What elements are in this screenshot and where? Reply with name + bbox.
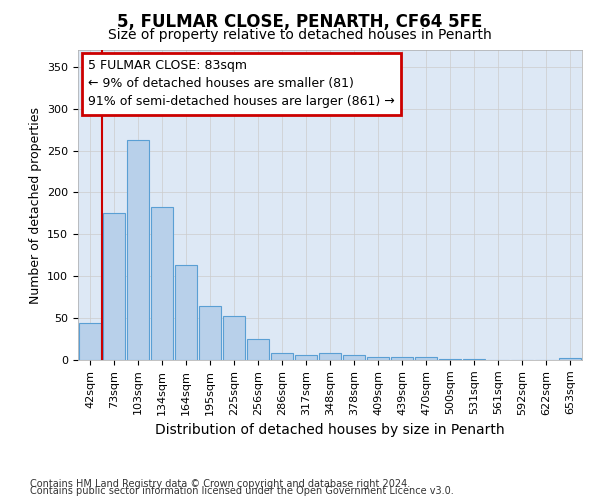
Bar [343, 355, 365, 360]
Bar [439, 359, 461, 360]
Bar [103, 214, 125, 360]
Text: Contains public sector information licensed under the Open Government Licence v3: Contains public sector information licen… [30, 486, 454, 496]
Bar [463, 359, 485, 360]
Bar [127, 140, 149, 360]
Text: 5, FULMAR CLOSE, PENARTH, CF64 5FE: 5, FULMAR CLOSE, PENARTH, CF64 5FE [118, 12, 482, 30]
Bar [391, 358, 413, 360]
X-axis label: Distribution of detached houses by size in Penarth: Distribution of detached houses by size … [155, 423, 505, 437]
Text: Size of property relative to detached houses in Penarth: Size of property relative to detached ho… [108, 28, 492, 42]
Bar [295, 355, 317, 360]
Bar [247, 339, 269, 360]
Bar [199, 306, 221, 360]
Bar [79, 323, 101, 360]
Bar [319, 354, 341, 360]
Text: Contains HM Land Registry data © Crown copyright and database right 2024.: Contains HM Land Registry data © Crown c… [30, 479, 410, 489]
Bar [151, 206, 173, 360]
Bar [367, 356, 389, 360]
Bar [271, 354, 293, 360]
Bar [223, 316, 245, 360]
Bar [175, 266, 197, 360]
Y-axis label: Number of detached properties: Number of detached properties [29, 106, 41, 304]
Bar [415, 358, 437, 360]
Bar [559, 358, 581, 360]
Text: 5 FULMAR CLOSE: 83sqm
← 9% of detached houses are smaller (81)
91% of semi-detac: 5 FULMAR CLOSE: 83sqm ← 9% of detached h… [88, 60, 395, 108]
